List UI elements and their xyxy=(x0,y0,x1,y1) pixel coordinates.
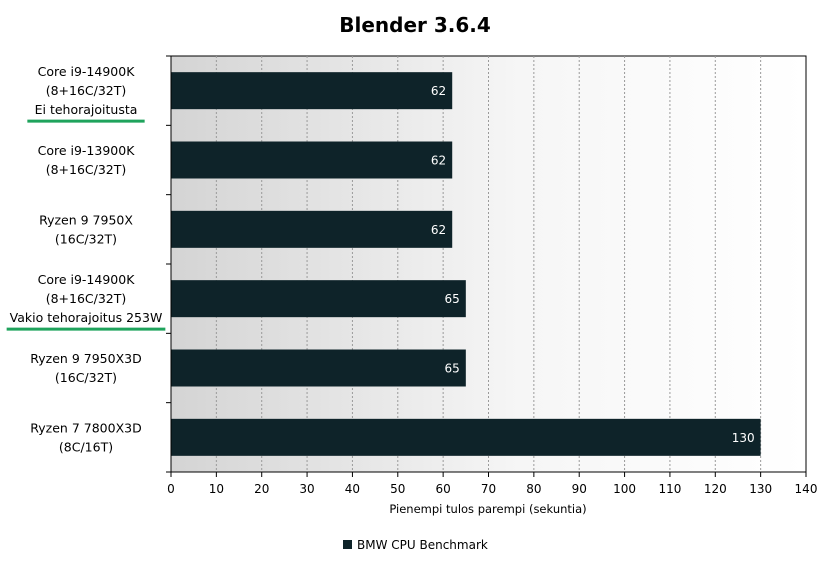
category-label: (16C/32T) xyxy=(55,370,117,385)
category-label: (8+16C/32T) xyxy=(46,162,127,177)
x-tick-label: 70 xyxy=(481,482,496,496)
bar xyxy=(171,72,453,110)
legend-label: BMW CPU Benchmark xyxy=(357,538,488,552)
category-label: Ryzen 9 7950X xyxy=(39,212,133,227)
bar xyxy=(171,418,761,456)
x-tick-label: 110 xyxy=(658,482,681,496)
category-label: (8C/16T) xyxy=(59,439,113,454)
bars: 62 62 62 65 65 130 xyxy=(171,72,761,456)
category-label: (8+16C/32T) xyxy=(46,291,127,306)
category-label: Core i9-14900K xyxy=(38,272,136,287)
category-label: Vakio tehorajoitus 253W xyxy=(10,310,163,325)
category-label: Ryzen 9 7950X3D xyxy=(30,351,141,366)
category-label: Ryzen 7 7800X3D xyxy=(30,420,141,435)
bar xyxy=(171,141,453,179)
x-tick-label: 40 xyxy=(345,482,360,496)
x-tick-label: 20 xyxy=(254,482,269,496)
x-tick-label: 30 xyxy=(299,482,314,496)
x-tick-label: 140 xyxy=(795,482,818,496)
legend: BMW CPU Benchmark xyxy=(343,538,488,552)
bar xyxy=(171,280,466,318)
x-tick-label: 130 xyxy=(749,482,772,496)
bar-value-label: 65 xyxy=(445,362,460,376)
bar-value-label: 62 xyxy=(431,84,446,98)
category-label: Core i9-13900K xyxy=(38,143,136,158)
bar-value-label: 65 xyxy=(445,292,460,306)
bar-value-label: 130 xyxy=(732,431,755,445)
bar xyxy=(171,349,466,387)
x-tick-label: 0 xyxy=(167,482,175,496)
category-label: Ei tehorajoitusta xyxy=(35,102,138,117)
x-axis-ticks: 0 10 20 30 40 50 60 70 80 90 100 110 120 130 140 xyxy=(166,55,818,496)
x-tick-label: 90 xyxy=(572,482,587,496)
category-label: (16C/32T) xyxy=(55,231,117,246)
legend-swatch xyxy=(343,540,352,549)
x-tick-label: 120 xyxy=(704,482,727,496)
x-axis-label: Pienempi tulos parempi (sekuntia) xyxy=(389,502,586,516)
x-tick-label: 100 xyxy=(613,482,636,496)
category-label: (8+16C/32T) xyxy=(46,83,127,98)
bar-value-label: 62 xyxy=(431,154,446,168)
x-tick-label: 60 xyxy=(436,482,451,496)
bar xyxy=(171,210,453,248)
x-tick-label: 80 xyxy=(526,482,541,496)
x-tick-label: 50 xyxy=(390,482,405,496)
x-tick-label: 10 xyxy=(209,482,224,496)
bar-value-label: 62 xyxy=(431,223,446,237)
grid-lines xyxy=(215,56,762,472)
category-labels: Core i9-14900K (8+16C/32T) Ei tehorajoitus… xyxy=(6,64,166,454)
chart-title: Blender 3.6.4 xyxy=(339,13,491,37)
category-label: Core i9-14900K xyxy=(38,64,136,79)
